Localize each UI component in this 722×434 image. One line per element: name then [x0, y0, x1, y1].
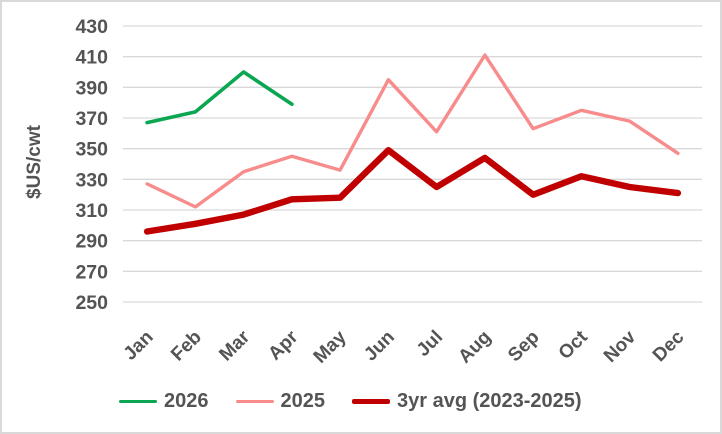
x-axis-tick-label: Jun	[360, 327, 399, 366]
y-axis-tick-label: 370	[75, 108, 108, 130]
series-line-2025	[145, 53, 680, 209]
series-line-2026	[145, 70, 294, 125]
legend-label-2026: 2026	[164, 390, 209, 412]
x-axis-tick-label: Mar	[215, 326, 254, 365]
y-axis-tick-label: 410	[75, 47, 108, 69]
x-axis-tick-label: Apr	[264, 326, 302, 364]
legend-swatch-3yr-avg-2023-2025-	[352, 398, 390, 405]
legend-item-2025: 2025	[235, 390, 326, 413]
x-axis-tick-label: Sep	[504, 327, 543, 366]
y-axis-tick-label: 250	[75, 292, 108, 314]
legend-label-2025: 2025	[280, 390, 326, 412]
x-axis-tick-label: May	[310, 326, 351, 367]
x-axis-tick-label: Oct	[555, 326, 593, 364]
y-axis-tick-label: 290	[75, 231, 108, 253]
x-axis-tick-label: Feb	[167, 327, 206, 366]
y-axis-tick-label: 350	[75, 139, 108, 161]
x-axis-tick-label: Aug	[454, 327, 495, 368]
chart-legend: 2026 2025 3yr avg (2023-2025)	[119, 390, 582, 413]
y-axis-tick-label: 330	[75, 169, 108, 191]
y-axis-tick-label: 390	[75, 77, 108, 99]
x-axis-tick-label: Jul	[413, 327, 447, 361]
y-axis-tick-label: 310	[75, 200, 108, 222]
y-axis-tick-label: 270	[75, 261, 108, 283]
series-line-3yr-avg-2023-2025-	[143, 146, 682, 235]
legend-item-2026: 2026	[119, 390, 209, 413]
y-axis-tick-label: 430	[75, 16, 108, 38]
x-axis-tick-label: Jan	[120, 327, 158, 365]
legend-swatch-2026	[119, 399, 157, 404]
legend-swatch-2025	[235, 399, 274, 404]
legend-label-3yr-avg-2023-2025-: 3yr avg (2023-2025)	[397, 390, 582, 412]
x-axis-tick-label: Dec	[649, 326, 689, 366]
y-axis-title: $US/cwt	[24, 125, 45, 199]
legend-item-3yr-avg-2023-2025-: 3yr avg (2023-2025)	[352, 390, 582, 413]
x-axis-tick-label: Nov	[600, 326, 641, 367]
